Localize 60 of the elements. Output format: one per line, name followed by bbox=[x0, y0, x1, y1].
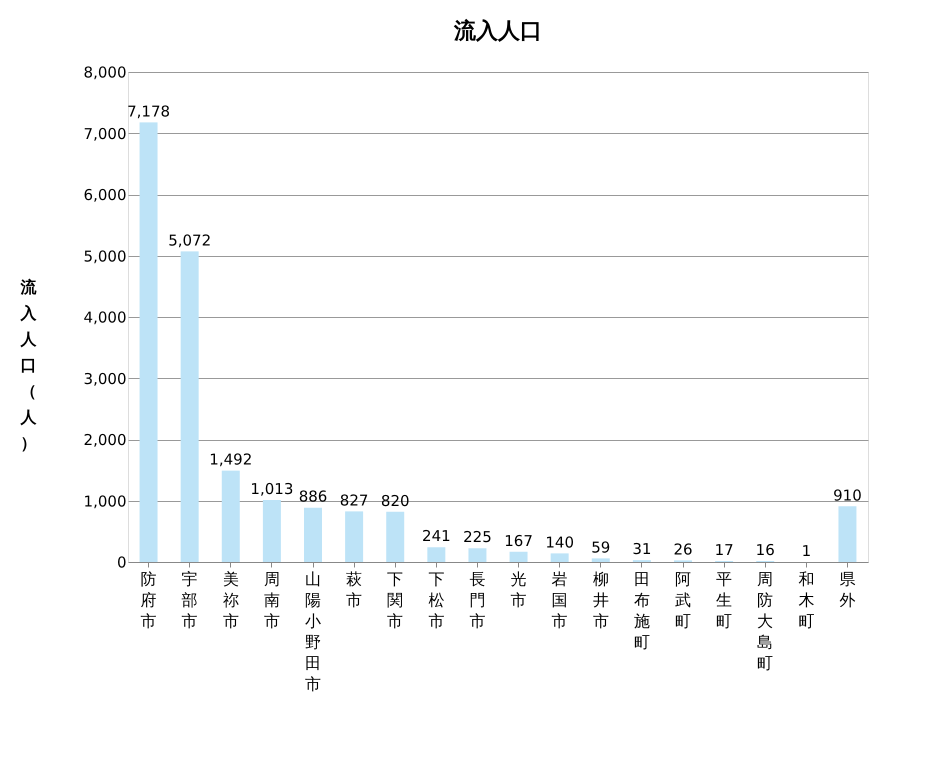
bar bbox=[386, 512, 404, 562]
y-tick-label: 7,000 bbox=[84, 124, 126, 143]
bar bbox=[345, 511, 364, 562]
x-tick-label: 阿武町 bbox=[675, 570, 691, 630]
x-tick-label: 光市 bbox=[510, 570, 527, 610]
x-tick-label: 萩市 bbox=[346, 570, 362, 610]
data-label: 1,492 bbox=[209, 450, 252, 469]
data-label: 241 bbox=[422, 527, 451, 546]
x-tick-label: 柳井市 bbox=[592, 570, 609, 630]
data-label: 225 bbox=[463, 528, 492, 546]
data-label: 167 bbox=[504, 532, 533, 550]
bar bbox=[180, 251, 199, 562]
y-tick-label: 2,000 bbox=[84, 431, 126, 449]
bar bbox=[140, 122, 158, 562]
bar bbox=[510, 552, 528, 562]
bar bbox=[427, 547, 446, 562]
bar bbox=[468, 548, 486, 562]
data-label: 910 bbox=[833, 486, 862, 504]
x-tick-label: 防府市 bbox=[140, 570, 157, 630]
x-tick-label: 平生町 bbox=[716, 570, 732, 630]
data-label: 16 bbox=[756, 541, 775, 560]
data-label: 827 bbox=[340, 491, 368, 510]
y-tick-label: 8,000 bbox=[84, 64, 126, 82]
bar bbox=[304, 508, 322, 562]
x-tick-label: 長門市 bbox=[469, 570, 486, 630]
data-label: 886 bbox=[298, 488, 328, 506]
data-label: 7,178 bbox=[127, 102, 170, 120]
x-tick-label: 下関市 bbox=[387, 570, 404, 630]
data-label: 31 bbox=[632, 540, 652, 558]
data-label: 1,013 bbox=[250, 480, 294, 498]
y-tick-label: 5,000 bbox=[84, 247, 126, 266]
bar bbox=[550, 553, 569, 562]
data-label: 820 bbox=[380, 492, 410, 510]
x-tick-label: 県外 bbox=[839, 570, 856, 610]
data-label: 140 bbox=[545, 533, 574, 552]
data-label: 1 bbox=[802, 542, 812, 560]
bar bbox=[838, 506, 856, 562]
y-tick-label: 1,000 bbox=[84, 492, 126, 510]
y-tick-label: 6,000 bbox=[84, 186, 126, 204]
data-label: 5,072 bbox=[168, 231, 212, 250]
y-tick-label: 3,000 bbox=[84, 370, 126, 388]
bar bbox=[262, 500, 281, 562]
x-tick-label: 山陽小野田市 bbox=[305, 570, 321, 694]
x-tick-label: 周防大島町 bbox=[757, 570, 774, 672]
y-axis-title: 流入人口（人） bbox=[20, 278, 38, 452]
chart-title: 流入人口 bbox=[453, 18, 542, 44]
data-label: 17 bbox=[714, 540, 734, 559]
data-label: 26 bbox=[673, 540, 693, 558]
bar bbox=[222, 470, 240, 562]
x-tick-label: 下松市 bbox=[428, 570, 444, 630]
x-tick-label: 和木町 bbox=[798, 570, 814, 630]
x-tick-label: 田布施町 bbox=[634, 570, 650, 652]
bar bbox=[592, 558, 610, 562]
x-tick-label: 美祢市 bbox=[222, 570, 239, 630]
y-tick-label: 4,000 bbox=[84, 308, 126, 326]
x-tick-label: 周南市 bbox=[264, 570, 280, 630]
x-tick-label: 宇部市 bbox=[182, 570, 198, 630]
x-tick-label: 岩国市 bbox=[552, 570, 568, 630]
y-tick-label: 0 bbox=[116, 554, 126, 572]
data-label: 59 bbox=[591, 538, 610, 556]
